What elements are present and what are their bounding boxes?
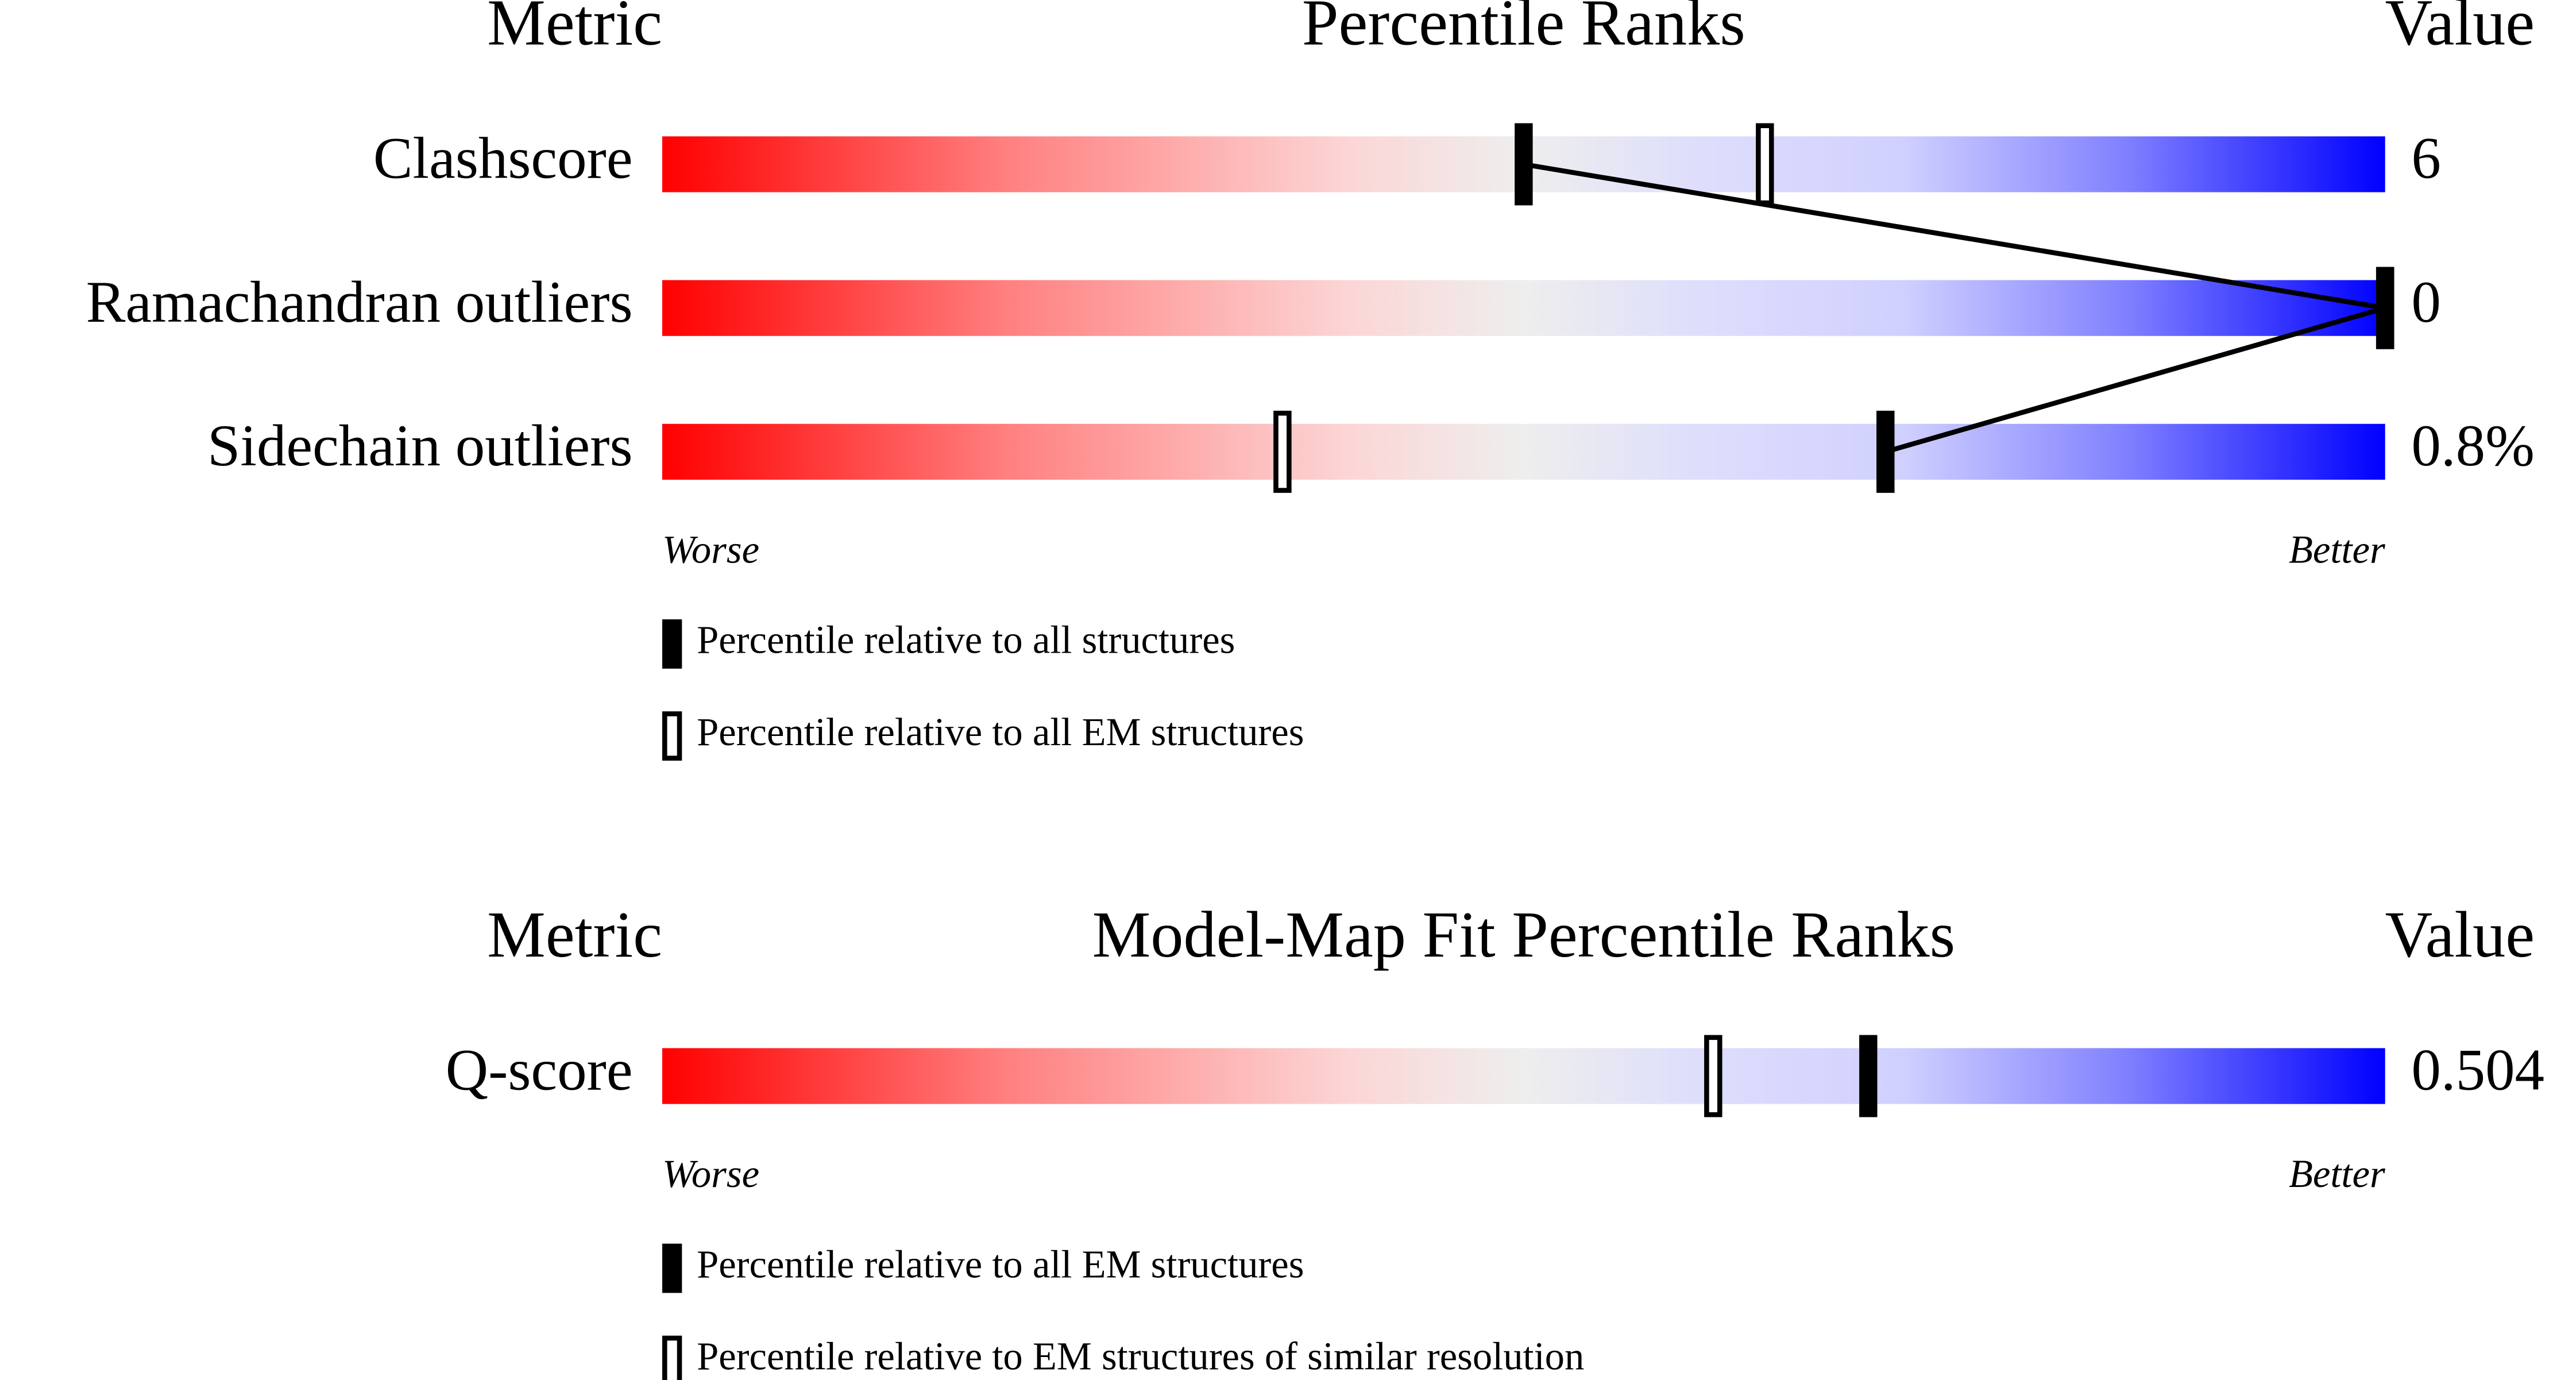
axis-label-high: Better bbox=[2289, 1152, 2385, 1196]
rank-marker-hollow bbox=[1704, 1035, 1723, 1117]
legend-swatch bbox=[662, 619, 682, 669]
metric-value: 0.8% bbox=[2411, 413, 2534, 479]
percentile-bar bbox=[662, 1048, 2385, 1104]
legend-label: Percentile relative to all EM structures bbox=[697, 710, 1304, 754]
legend-label: Percentile relative to all EM structures bbox=[697, 1242, 1304, 1286]
axis-label-low: Worse bbox=[662, 1152, 759, 1196]
metric-header: Metric bbox=[487, 898, 662, 971]
axis-label-high: Better bbox=[2289, 527, 2385, 571]
chart-title: Percentile Ranks bbox=[1302, 0, 1745, 59]
metric-value: 6 bbox=[2411, 126, 2440, 191]
metric-label: Q-score bbox=[446, 1038, 633, 1103]
legend-swatch bbox=[662, 1243, 682, 1293]
percentile-bar bbox=[662, 280, 2385, 336]
rank-marker-filled bbox=[2376, 267, 2395, 349]
percentile-bar bbox=[662, 423, 2385, 480]
percentile-chart: Metric Model-Map Fit Percentile Ranks Valu… bbox=[446, 898, 2544, 1380]
rank-marker-hollow bbox=[1273, 410, 1292, 493]
chart-title: Model-Map Fit Percentile Ranks bbox=[1092, 898, 1956, 971]
metric-label: Ramachandran outliers bbox=[86, 269, 633, 335]
metric-value: 0 bbox=[2411, 269, 2440, 335]
rank-marker-filled bbox=[1876, 410, 1895, 493]
metric-header: Metric bbox=[487, 0, 662, 59]
rank-marker-hollow bbox=[1756, 123, 1774, 206]
legend-swatch bbox=[662, 711, 682, 761]
legend-swatch bbox=[662, 1335, 682, 1380]
metric-label: Sidechain outliers bbox=[207, 413, 632, 479]
legend-label: Percentile relative to all structures bbox=[697, 618, 1235, 662]
axis-label-low: Worse bbox=[662, 527, 759, 571]
percentile-chart: Metric Percentile Ranks Value Clashscore 6 Ra… bbox=[86, 0, 2535, 761]
metric-label: Clashscore bbox=[373, 126, 633, 191]
value-header: Value bbox=[2385, 0, 2535, 59]
value-header: Value bbox=[2385, 898, 2535, 971]
metric-value: 0.504 bbox=[2411, 1038, 2544, 1103]
legend-label: Percentile relative to EM structures of … bbox=[697, 1334, 1584, 1378]
rank-marker-filled bbox=[1859, 1035, 1878, 1117]
rank-marker-filled bbox=[1515, 123, 1533, 206]
